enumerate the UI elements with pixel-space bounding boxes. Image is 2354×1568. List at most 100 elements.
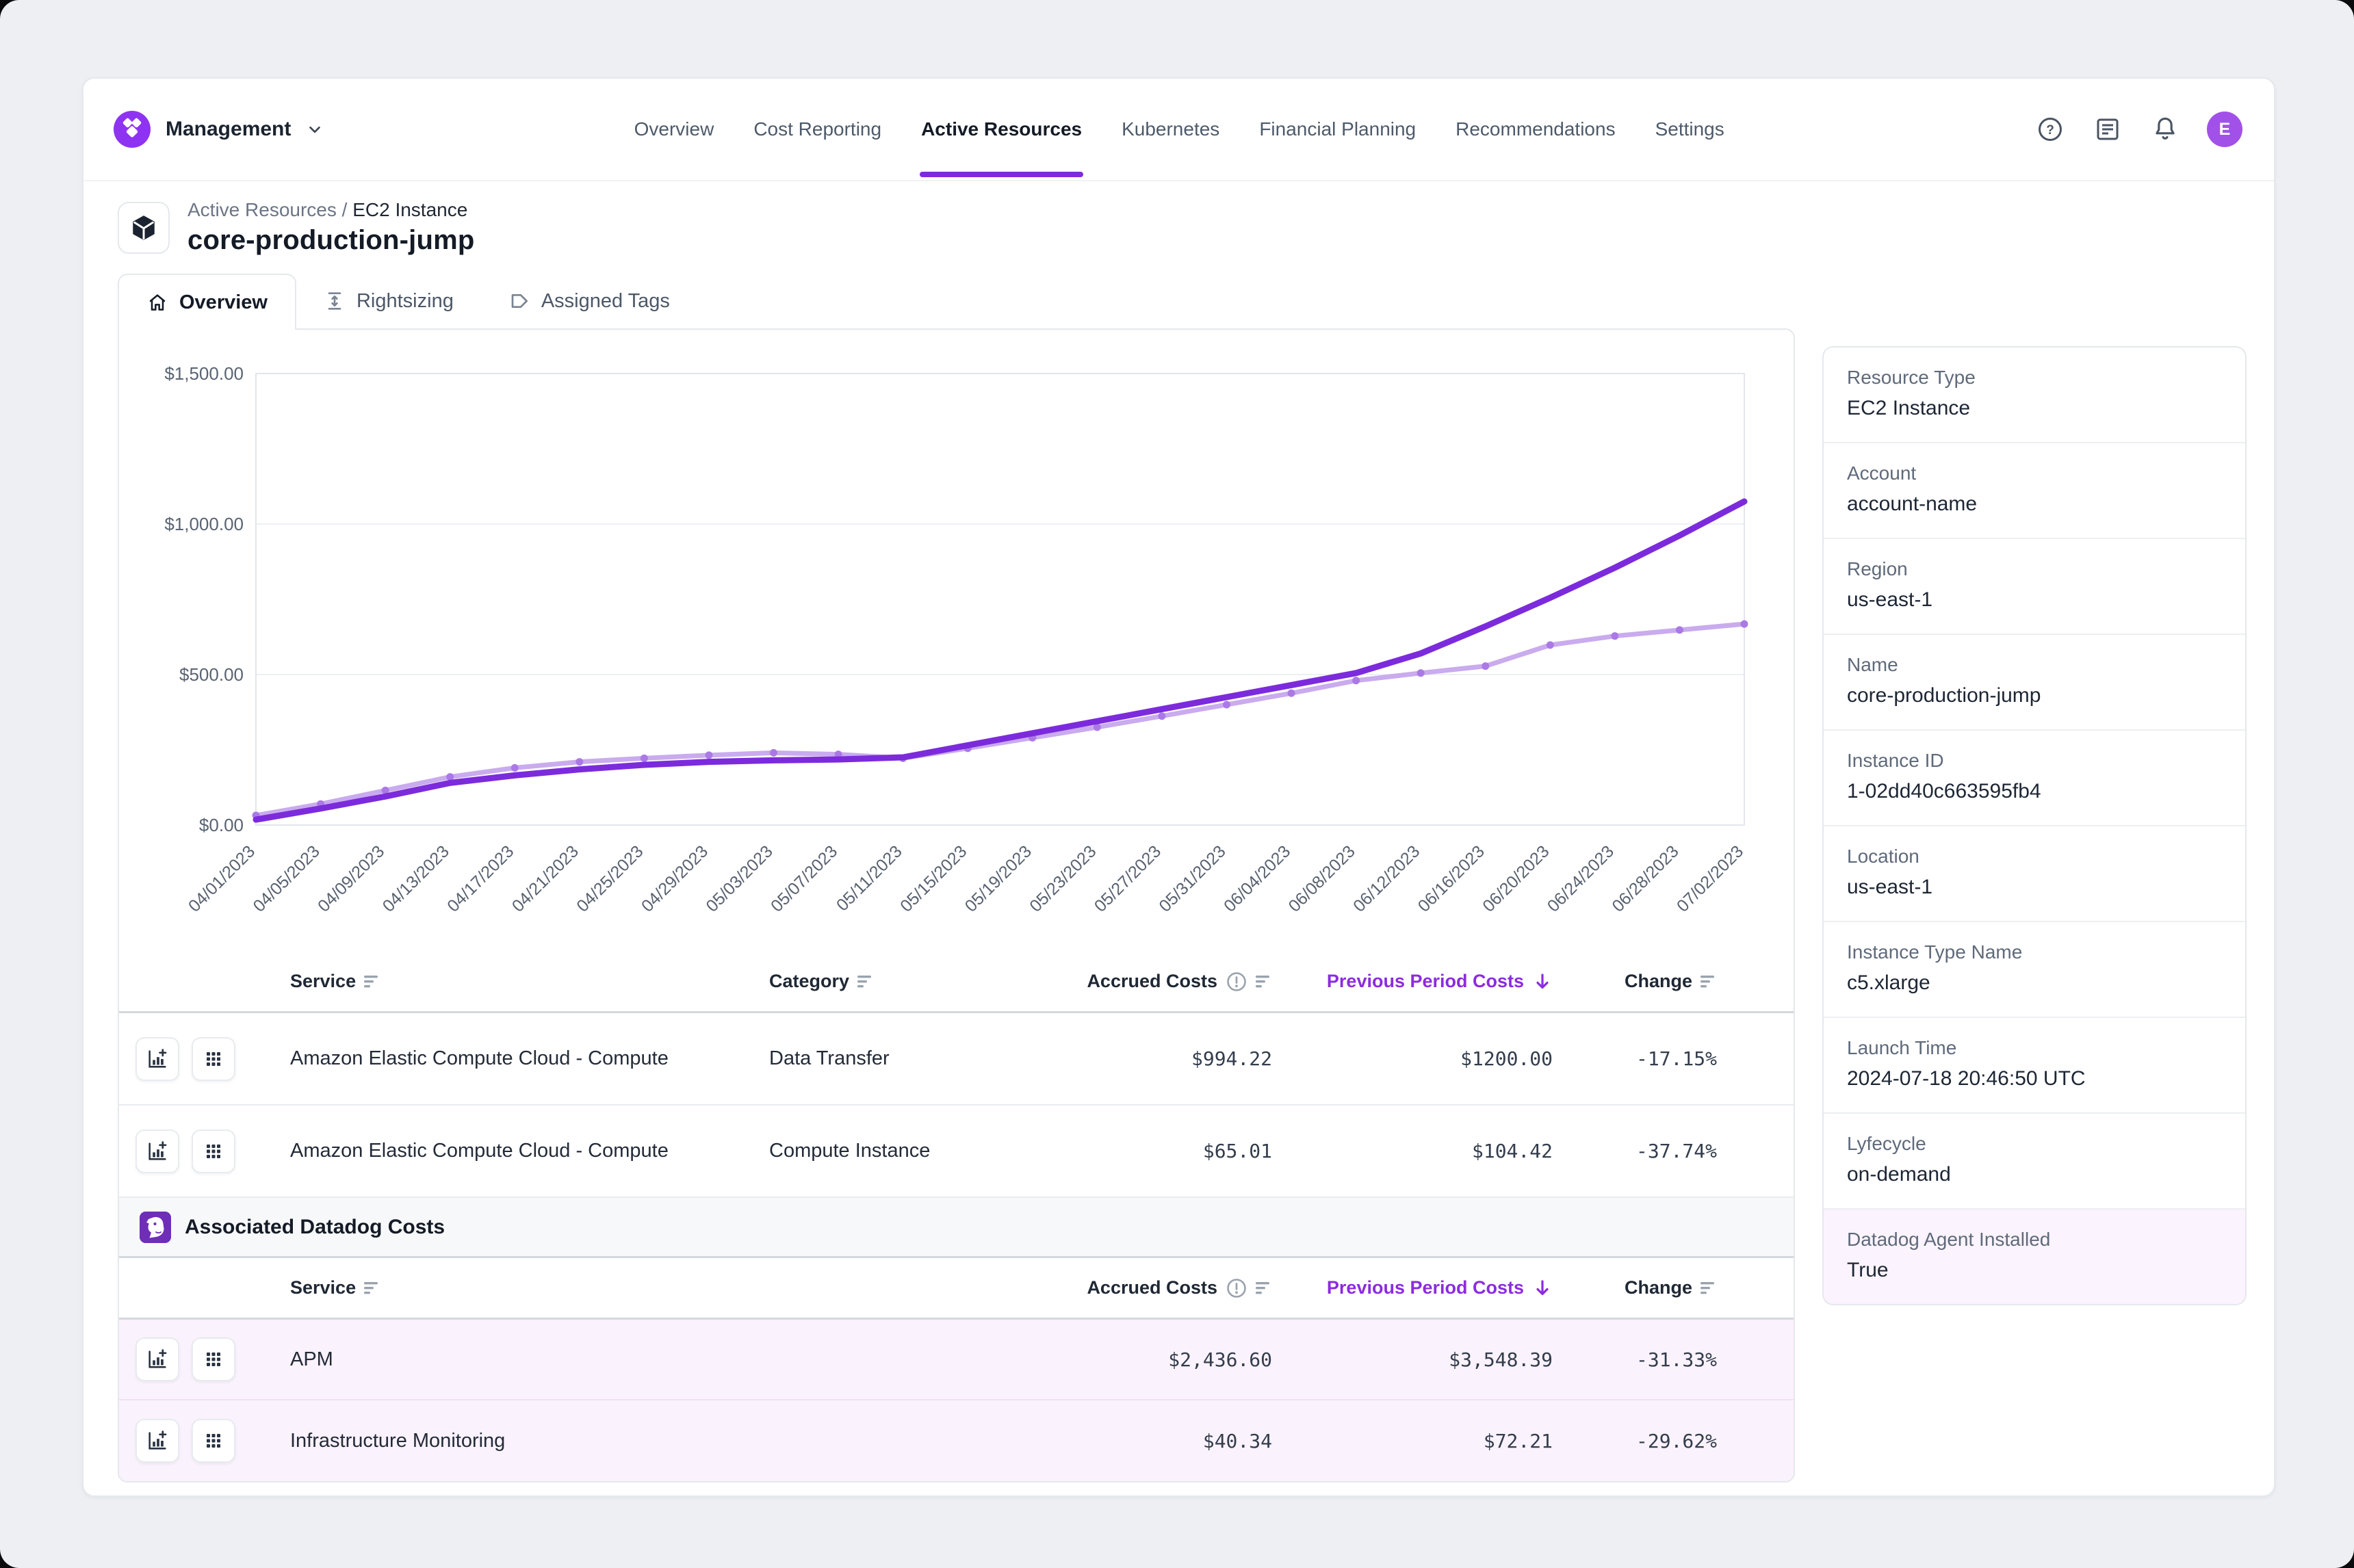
svg-text:05/23/2023: 05/23/2023 [1026, 841, 1100, 915]
service-cell: Amazon Elastic Compute Cloud - Compute [290, 1140, 769, 1162]
sort-icon[interactable] [1256, 975, 1272, 989]
detail-item: Region us-east-1 [1824, 539, 2245, 635]
detail-label: Name [1847, 654, 2222, 676]
resource-details-panel: Resource Type EC2 Instance Account accou… [1822, 346, 2247, 1305]
top-icons: ? E [2034, 112, 2242, 147]
breadcrumb: Active Resources / EC2 Instance [187, 199, 475, 221]
nav-item[interactable]: Cost Reporting [753, 79, 881, 180]
accrued-costs-cell: $40.34 [1019, 1430, 1272, 1452]
nav-item[interactable]: Kubernetes [1122, 79, 1219, 180]
col-change[interactable]: Change [1553, 971, 1758, 992]
sort-icon[interactable] [1700, 975, 1717, 989]
svg-text:04/05/2023: 04/05/2023 [250, 841, 324, 915]
page-title: core-production-jump [187, 225, 475, 256]
cost-chart-container: $0.00$500.00$1,000.00$1,500.0004/01/2023… [119, 330, 1794, 952]
change-cell: -37.74% [1553, 1140, 1758, 1162]
add-to-graph-button[interactable] [135, 1129, 179, 1173]
svg-text:06/24/2023: 06/24/2023 [1544, 841, 1618, 915]
datadog-cost-row: Infrastructure Monitoring $40.34 $72.21 … [119, 1400, 1794, 1481]
detail-value: 1-02dd40c663595fb4 [1847, 780, 2222, 803]
tab-overview[interactable]: Overview [118, 274, 296, 330]
home-icon [146, 291, 168, 313]
col-previous-period-costs[interactable]: Previous Period Costs [1272, 971, 1553, 992]
accrued-costs-cell: $65.01 [1019, 1140, 1272, 1162]
add-to-graph-button[interactable] [135, 1337, 179, 1381]
resource-header: Active Resources / EC2 Instance core-pro… [118, 199, 2247, 256]
section-title: Associated Datadog Costs [185, 1216, 445, 1239]
col-accrued-costs[interactable]: Accrued Costs [1019, 1277, 1272, 1299]
svg-text:04/13/2023: 04/13/2023 [379, 841, 453, 915]
change-cell: -29.62% [1553, 1430, 1758, 1452]
nav-item[interactable]: Overview [634, 79, 714, 180]
sort-icon[interactable] [364, 1281, 380, 1295]
datadog-cost-row: APM $2,436.60 $3,548.39 -31.33% [119, 1320, 1794, 1400]
category-cell: Compute Instance [769, 1140, 1019, 1162]
nav-item[interactable]: Recommendations [1456, 79, 1615, 180]
tab-assigned-tags[interactable]: Assigned Tags [481, 274, 697, 328]
add-to-graph-button[interactable] [135, 1037, 179, 1081]
sort-desc-arrow-icon [1532, 971, 1553, 992]
resize-vertical-icon [324, 290, 346, 312]
detail-value: us-east-1 [1847, 588, 2222, 612]
detail-value: on-demand [1847, 1163, 2222, 1186]
detail-value: us-east-1 [1847, 876, 2222, 899]
svg-text:05/07/2023: 05/07/2023 [767, 841, 841, 915]
previous-period-costs-cell: $104.42 [1272, 1140, 1553, 1162]
add-to-graph-button[interactable] [135, 1419, 179, 1463]
detail-label: Instance Type Name [1847, 941, 2222, 963]
nav-item[interactable]: Financial Planning [1259, 79, 1416, 180]
user-avatar[interactable]: E [2207, 112, 2242, 147]
nav-item[interactable]: Active Resources [921, 79, 1082, 180]
svg-text:?: ? [2046, 123, 2054, 138]
grid-menu-button[interactable] [192, 1037, 235, 1081]
sort-icon[interactable] [1700, 1281, 1717, 1295]
change-cell: -17.15% [1553, 1047, 1758, 1070]
detail-item: Datadog Agent Installed True [1824, 1210, 2245, 1304]
detail-value: EC2 Instance [1847, 397, 2222, 420]
costs-table-header: Service Category Accrued Costs Previous … [119, 952, 1794, 1013]
costs-table-body: Amazon Elastic Compute Cloud - Compute D… [119, 1013, 1794, 1198]
change-cell: -31.33% [1553, 1348, 1758, 1371]
notifications-bell-icon[interactable] [2149, 114, 2181, 145]
col-service[interactable]: Service [290, 1277, 1019, 1298]
tab-rightsizing[interactable]: Rightsizing [296, 274, 481, 328]
svg-text:04/25/2023: 04/25/2023 [573, 841, 647, 915]
sort-icon[interactable] [1256, 1281, 1272, 1295]
svg-text:05/15/2023: 05/15/2023 [896, 841, 970, 915]
brand[interactable]: Management [114, 111, 324, 148]
changelog-icon[interactable] [2092, 114, 2123, 145]
svg-text:05/03/2023: 05/03/2023 [702, 841, 776, 915]
info-icon[interactable] [1226, 1277, 1247, 1299]
cost-chart: $0.00$500.00$1,000.00$1,500.0004/01/2023… [133, 346, 1785, 948]
svg-text:05/19/2023: 05/19/2023 [961, 841, 1035, 915]
associated-datadog-costs-section: Associated Datadog Costs [119, 1198, 1794, 1258]
grid-menu-button[interactable] [192, 1129, 235, 1173]
detail-item: Location us-east-1 [1824, 826, 2245, 922]
sort-icon[interactable] [857, 975, 874, 989]
grid-menu-button[interactable] [192, 1419, 235, 1463]
sort-icon[interactable] [364, 975, 380, 989]
detail-value: True [1847, 1259, 2222, 1282]
col-service[interactable]: Service [290, 971, 769, 992]
tag-icon [508, 290, 530, 312]
col-change[interactable]: Change [1553, 1277, 1758, 1298]
detail-value: c5.xlarge [1847, 971, 2222, 995]
col-category[interactable]: Category [769, 971, 1019, 992]
detail-item: Account account-name [1824, 443, 2245, 539]
breadcrumb-parent[interactable]: Active Resources / [187, 199, 347, 220]
detail-label: Instance ID [1847, 750, 2222, 772]
svg-text:06/08/2023: 06/08/2023 [1285, 841, 1359, 915]
breadcrumb-current: EC2 Instance [352, 199, 467, 220]
detail-label: Account [1847, 462, 2222, 484]
info-icon[interactable] [1226, 971, 1247, 993]
svg-text:05/31/2023: 05/31/2023 [1155, 841, 1229, 915]
svg-text:05/27/2023: 05/27/2023 [1091, 841, 1165, 915]
ec2-cube-icon [118, 202, 170, 254]
help-icon[interactable]: ? [2034, 114, 2066, 145]
col-previous-period-costs[interactable]: Previous Period Costs [1272, 1277, 1553, 1298]
grid-menu-button[interactable] [192, 1337, 235, 1381]
previous-period-costs-cell: $72.21 [1272, 1430, 1553, 1452]
nav-item[interactable]: Settings [1655, 79, 1724, 180]
detail-label: Launch Time [1847, 1037, 2222, 1059]
col-accrued-costs[interactable]: Accrued Costs [1019, 971, 1272, 993]
